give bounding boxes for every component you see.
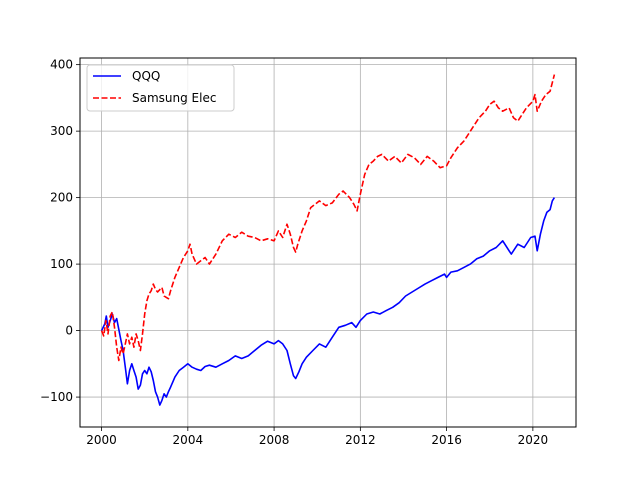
x-tick-label: 2020: [518, 433, 549, 447]
legend: QQQ Samsung Elec: [86, 64, 235, 112]
x-axis-ticks: 2000 2004 2008 2012 2016 2020: [86, 427, 548, 447]
legend-box: [86, 64, 235, 112]
legend-label: QQQ: [132, 69, 160, 83]
x-tick-label: 2008: [259, 433, 290, 447]
grid-lines: [80, 58, 576, 427]
y-axis-ticks: −100 0 100 200 300 400: [40, 58, 80, 404]
y-tick-label: 400: [50, 58, 73, 72]
series-line-qqq: [100, 197, 556, 406]
y-tick-label: 200: [50, 191, 73, 205]
legend-label: Samsung Elec: [132, 91, 216, 105]
x-tick-label: 2012: [345, 433, 376, 447]
x-tick-label: 2000: [86, 433, 117, 447]
y-tick-label: 0: [65, 324, 73, 338]
y-tick-label: 100: [50, 257, 73, 271]
axes-frame: [79, 57, 577, 428]
x-tick-label: 2004: [173, 433, 204, 447]
y-tick-label: 300: [50, 124, 73, 138]
series-line-samsung-elec: [100, 74, 556, 362]
y-tick-label: −100: [40, 390, 73, 404]
x-tick-label: 2016: [431, 433, 462, 447]
series-group: [100, 74, 556, 406]
